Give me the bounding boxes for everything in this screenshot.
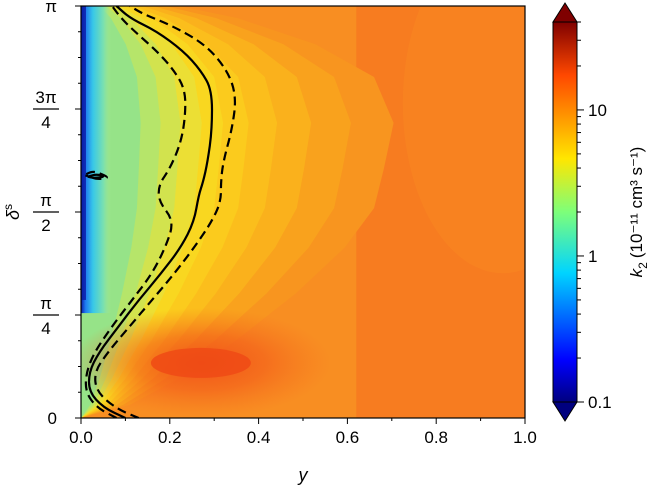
- y-tick-label-1: π4: [33, 294, 59, 338]
- svg-text:π: π: [45, 0, 57, 16]
- svg-text:π: π: [40, 191, 52, 210]
- colorbar-label-symbol: k: [627, 267, 646, 277]
- svg-text:π: π: [40, 294, 52, 313]
- contour-line-2: [94, 6, 237, 418]
- x-axis: 0.0 0.2 0.4 0.6 0.8 1.0: [69, 418, 537, 447]
- y-tick-label-2: π2: [33, 191, 59, 235]
- x-tick-label-2: 0.4: [247, 428, 271, 447]
- contour-lines: [84, 6, 237, 418]
- x-tick-label-5: 1.0: [513, 428, 537, 447]
- y-tick-label-4: π: [45, 0, 57, 16]
- heatmap-cool-core: [81, 6, 86, 300]
- x-tick-label-0: 0.0: [69, 428, 93, 447]
- heatmap-right-band: [356, 6, 525, 418]
- heatmap-right-glow: [402, 6, 525, 274]
- svg-text:4: 4: [41, 319, 50, 338]
- colorbar: 0.1 1 10 k2 (10⁻¹¹ cm³ s⁻¹): [552, 2, 650, 422]
- svg-text:3π: 3π: [35, 88, 56, 107]
- y-axis-label: δs: [1, 204, 23, 220]
- svg-text:4: 4: [41, 113, 50, 132]
- contour-line-4: [87, 173, 105, 179]
- svg-text:0: 0: [48, 409, 57, 428]
- svg-text:δs: δs: [1, 204, 23, 220]
- colorbar-extend-top: [552, 2, 578, 23]
- colorbar-tick-label-1: 1: [588, 247, 597, 266]
- colorbar-label: k2 (10⁻¹¹ cm³ s⁻¹): [627, 147, 650, 278]
- colorbar-tick-label-2: 10: [588, 101, 607, 120]
- x-tick-label-3: 0.6: [336, 428, 360, 447]
- colorbar-extend-bottom: [552, 401, 578, 422]
- x-tick-label-1: 0.2: [158, 428, 182, 447]
- x-tick-label-4: 0.8: [424, 428, 448, 447]
- heatmap-hot-core: [150, 347, 251, 378]
- colorbar-tick-label-0: 0.1: [588, 393, 612, 412]
- svg-text:k2(10⁻¹¹ cm³ s⁻¹): k2 (10⁻¹¹ cm³ s⁻¹): [627, 147, 650, 278]
- heatmap-fill: [81, 6, 525, 418]
- colorbar-gradient: [553, 22, 577, 402]
- contour-line-1: [84, 6, 187, 418]
- y-axis-label-symbol: δ: [3, 209, 23, 220]
- colorbar-label-units: (10⁻¹¹ cm³ s⁻¹): [627, 147, 646, 258]
- colorbar-label-subscript: 2: [636, 262, 650, 269]
- y-axis-label-superscript: s: [1, 204, 15, 210]
- y-tick-label-3: 3π4: [33, 88, 59, 132]
- contour-line-0: [87, 6, 214, 418]
- x-axis-label: y: [297, 465, 309, 485]
- svg-text:2: 2: [41, 216, 50, 235]
- y-tick-label-0: 0: [48, 409, 57, 428]
